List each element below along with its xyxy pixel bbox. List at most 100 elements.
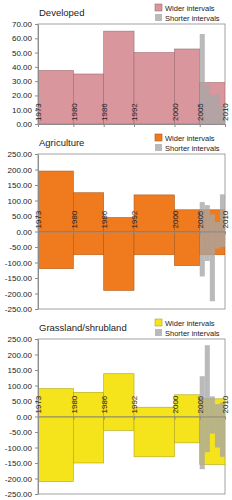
tick-mark <box>38 124 39 127</box>
y-tick: 20.00 <box>12 91 38 100</box>
bar <box>134 195 174 232</box>
tick-mark <box>35 38 38 39</box>
plot-frame <box>38 339 225 494</box>
tick-mark <box>35 263 38 264</box>
tick-label: 1986 <box>100 395 109 413</box>
legend-swatch <box>155 134 162 141</box>
bar <box>38 232 73 269</box>
x-tick: 2000 <box>171 103 180 127</box>
bar <box>205 232 210 261</box>
x-tick: 1992 <box>130 395 139 419</box>
tick-mark <box>73 124 74 127</box>
tick-mark <box>73 232 74 235</box>
tick-mark <box>35 448 38 449</box>
tick-label: 20.00 <box>12 91 33 100</box>
tick-mark <box>134 417 135 420</box>
y-tick: -100.00 <box>5 444 38 453</box>
x-tick: 2005 <box>196 210 205 234</box>
x-axis: 1973198019861992200020052010 <box>34 103 230 127</box>
tick-label: 200.00 <box>8 166 33 175</box>
tick-mark <box>104 232 105 235</box>
y-axis: -250.00-200.00-150.00-100.00-50.000.0050… <box>5 150 39 314</box>
bars <box>38 345 225 481</box>
tick-label: 0.00 <box>16 120 32 129</box>
bar <box>205 345 210 416</box>
tick-label: 2010 <box>221 103 230 121</box>
tick-label: -250.00 <box>5 490 33 499</box>
legend-swatch <box>155 319 162 326</box>
x-tick: 1973 <box>34 395 43 419</box>
tick-label: 1973 <box>34 210 43 228</box>
tick-label: 2010 <box>221 395 230 413</box>
tick-mark <box>200 232 201 235</box>
y-tick: 70.00 <box>12 20 38 29</box>
tick-mark <box>104 124 105 127</box>
tick-mark <box>38 232 39 235</box>
tick-label: 2010 <box>221 210 230 228</box>
legend-label: Wider intervals <box>165 4 215 13</box>
x-tick: 1992 <box>130 210 139 234</box>
y-tick: -150.00 <box>5 459 38 468</box>
tick-mark <box>35 95 38 96</box>
tick-mark <box>104 417 105 420</box>
tick-label: 150.00 <box>8 181 33 190</box>
y-tick: -250.00 <box>5 490 38 499</box>
bar <box>200 417 205 470</box>
tick-mark <box>200 124 201 127</box>
bar <box>174 417 199 443</box>
tick-label: 150.00 <box>8 366 33 375</box>
tick-label: 50.00 <box>12 212 33 221</box>
plot-frame <box>38 154 225 309</box>
tick-label: -150.00 <box>5 274 33 283</box>
tick-label: -50.00 <box>9 243 32 252</box>
bar <box>134 407 174 416</box>
series <box>38 171 225 290</box>
x-tick: 1980 <box>70 395 79 419</box>
chart-title: Developed <box>39 7 84 18</box>
tick-mark <box>134 232 135 235</box>
y-tick: -50.00 <box>9 428 38 437</box>
y-tick: 250.00 <box>8 150 38 159</box>
tick-mark <box>225 124 226 127</box>
tick-mark <box>35 24 38 25</box>
y-tick: 200.00 <box>8 166 38 175</box>
y-tick: -200.00 <box>5 290 38 299</box>
chart-title: Grassland/shrubland <box>39 322 127 333</box>
x-tick: 1973 <box>34 210 43 234</box>
series <box>200 194 225 301</box>
bar <box>205 85 210 124</box>
tick-mark <box>35 53 38 54</box>
legend: Wider intervalsShorter intervals <box>155 319 220 338</box>
tick-mark <box>35 309 38 310</box>
y-tick: 100.00 <box>8 382 38 391</box>
tick-label: 2000 <box>171 395 180 413</box>
bar <box>134 417 174 457</box>
y-tick: 150.00 <box>8 181 38 190</box>
tick-mark <box>35 185 38 186</box>
y-tick: -100.00 <box>5 259 38 268</box>
tick-mark <box>35 67 38 68</box>
y-tick: 150.00 <box>8 366 38 375</box>
tick-label: 100.00 <box>8 197 33 206</box>
tick-mark <box>35 278 38 279</box>
tick-mark <box>73 417 74 420</box>
tick-mark <box>35 463 38 464</box>
x-tick: 1986 <box>100 395 109 419</box>
tick-label: 1992 <box>130 210 139 228</box>
bars <box>38 31 225 124</box>
tick-label: 1973 <box>34 395 43 413</box>
tick-mark <box>35 339 38 340</box>
bar <box>200 232 205 277</box>
x-tick: 2005 <box>196 103 205 127</box>
axis-line <box>39 232 226 233</box>
tick-label: -200.00 <box>5 475 33 484</box>
legend-label: Shorter intervals <box>165 144 220 153</box>
bar <box>215 222 220 231</box>
bar <box>104 232 134 291</box>
bar <box>210 214 215 231</box>
tick-label: -150.00 <box>5 459 33 468</box>
tick-label: 1980 <box>70 103 79 121</box>
x-tick: 1980 <box>70 103 79 127</box>
x-tick: 2000 <box>171 210 180 234</box>
tick-mark <box>35 154 38 155</box>
